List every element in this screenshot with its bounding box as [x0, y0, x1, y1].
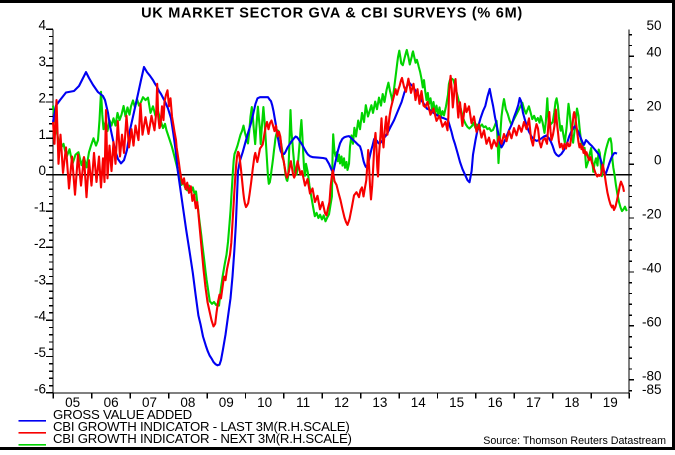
svg-text:07: 07	[142, 395, 157, 410]
svg-text:10: 10	[257, 395, 272, 410]
svg-text:-1: -1	[34, 200, 46, 215]
svg-text:CBI GROWTH INDICATOR - NEXT 3M: CBI GROWTH INDICATOR - NEXT 3M(R.H.SCALE…	[53, 431, 352, 446]
svg-text:-3: -3	[34, 272, 46, 287]
svg-text:20: 20	[646, 99, 661, 114]
svg-text:-40: -40	[642, 261, 662, 276]
svg-text:-60: -60	[642, 314, 662, 329]
svg-text:-6: -6	[34, 381, 46, 396]
svg-text:-5: -5	[34, 345, 46, 360]
svg-text:-2: -2	[34, 236, 46, 251]
svg-text:08: 08	[180, 395, 195, 410]
svg-text:11: 11	[296, 395, 310, 410]
svg-text:12: 12	[334, 395, 349, 410]
svg-text:-4: -4	[34, 309, 46, 324]
svg-text:2: 2	[38, 91, 46, 106]
svg-text:3: 3	[38, 54, 46, 69]
svg-text:14: 14	[411, 395, 427, 410]
svg-text:16: 16	[488, 395, 503, 410]
svg-text:CBI GROWTH INDICATOR - LAST 3M: CBI GROWTH INDICATOR - LAST 3M(R.H.SCALE…	[53, 419, 350, 434]
svg-text:15: 15	[449, 395, 464, 410]
svg-text:-80: -80	[642, 368, 662, 383]
svg-text:GROSS VALUE ADDED: GROSS VALUE ADDED	[53, 407, 192, 422]
svg-text:Source: Thomson Reuters Datast: Source: Thomson Reuters Datastream	[483, 435, 666, 447]
svg-text:40: 40	[646, 45, 661, 60]
svg-text:05: 05	[65, 395, 80, 410]
svg-text:-20: -20	[642, 207, 662, 222]
svg-text:0: 0	[38, 163, 46, 178]
svg-text:18: 18	[564, 395, 579, 410]
svg-text:09: 09	[219, 395, 234, 410]
svg-text:19: 19	[603, 395, 618, 410]
svg-text:0: 0	[654, 153, 662, 168]
svg-text:UK MARKET SECTOR GVA & CBI SUR: UK MARKET SECTOR GVA & CBI SURVEYS (% 6M…	[141, 6, 523, 22]
svg-text:17: 17	[526, 395, 541, 410]
svg-text:4: 4	[38, 18, 46, 33]
svg-text:13: 13	[372, 395, 387, 410]
svg-text:06: 06	[104, 395, 119, 410]
svg-text:-85: -85	[642, 382, 662, 397]
svg-text:1: 1	[38, 127, 46, 142]
svg-text:50: 50	[646, 18, 661, 33]
